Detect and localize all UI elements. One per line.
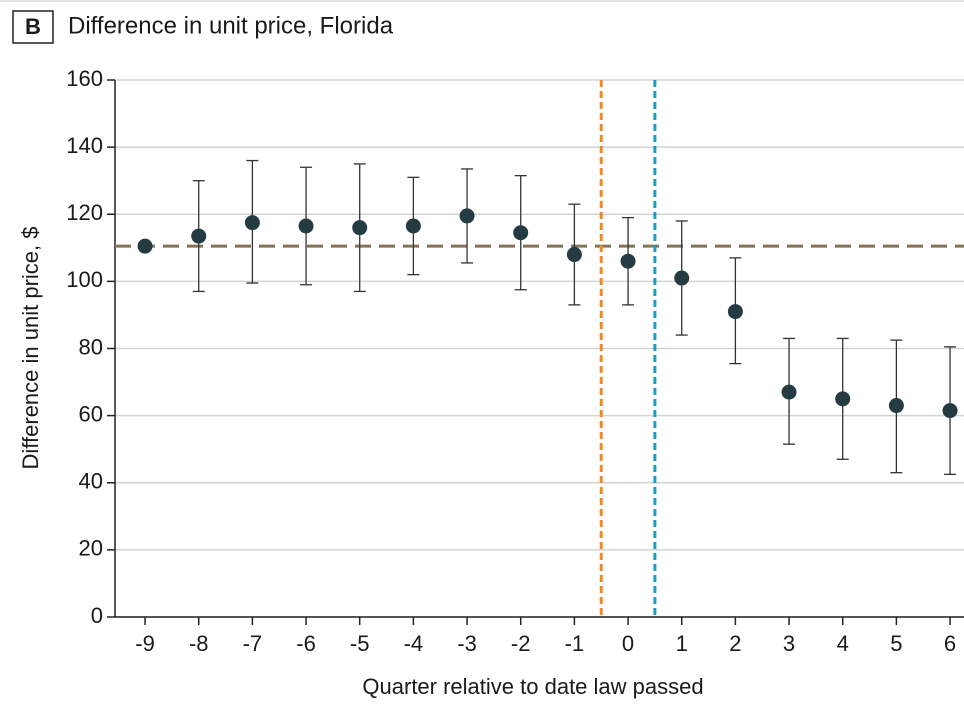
point: [942, 403, 958, 419]
x-tick-label: 4: [837, 631, 849, 656]
point: [244, 215, 260, 231]
point: [888, 398, 904, 414]
x-tick-label: -7: [243, 631, 263, 656]
y-tick-label: 160: [66, 66, 103, 91]
point: [620, 253, 636, 269]
point: [727, 304, 743, 320]
x-tick-label: -3: [457, 631, 477, 656]
x-axis-label: Quarter relative to date law passed: [362, 674, 703, 699]
y-tick-label: 120: [66, 200, 103, 225]
x-tick-label: 3: [783, 631, 795, 656]
x-tick-label: 0: [622, 631, 634, 656]
y-axis-label: Difference in unit price, $: [18, 227, 43, 470]
point: [405, 218, 421, 234]
point: [674, 270, 690, 286]
panel-label: B: [25, 14, 41, 39]
point: [513, 225, 529, 241]
point: [137, 238, 153, 254]
point: [459, 208, 475, 224]
chart-title: Difference in unit price, Florida: [68, 12, 394, 39]
y-tick-label: 60: [79, 401, 103, 426]
point: [298, 218, 314, 234]
y-tick-label: 0: [91, 603, 103, 628]
x-tick-label: 5: [890, 631, 902, 656]
y-tick-label: 40: [79, 469, 103, 494]
x-tick-label: -2: [511, 631, 531, 656]
x-tick-label: -8: [189, 631, 209, 656]
x-tick-label: -6: [296, 631, 316, 656]
x-tick-label: 2: [729, 631, 741, 656]
x-tick-label: 1: [676, 631, 688, 656]
x-tick-label: -1: [565, 631, 585, 656]
x-tick-label: -9: [135, 631, 155, 656]
y-tick-label: 80: [79, 334, 103, 359]
point: [191, 228, 207, 244]
point: [566, 247, 582, 263]
y-tick-label: 20: [79, 536, 103, 561]
x-tick-label: -4: [404, 631, 424, 656]
point: [352, 220, 368, 236]
point: [835, 391, 851, 407]
y-tick-label: 140: [66, 133, 103, 158]
y-tick-label: 100: [66, 267, 103, 292]
x-tick-label: -5: [350, 631, 370, 656]
point: [781, 384, 797, 400]
panel-box: [12, 10, 54, 44]
x-tick-label: 6: [944, 631, 956, 656]
